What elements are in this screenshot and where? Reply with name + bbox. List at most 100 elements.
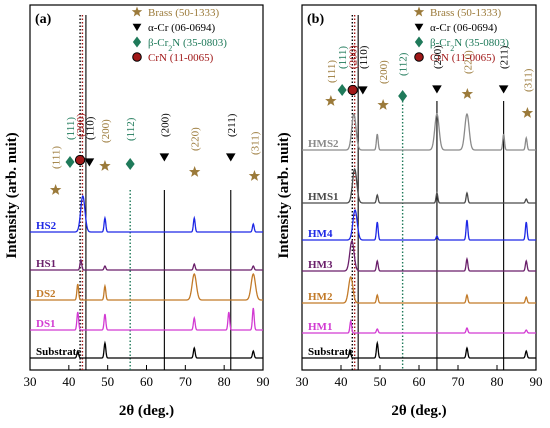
x-tick-label: 50 [101,374,114,389]
peak-label: (111) [326,60,338,83]
series-line-substrate [302,340,536,359]
triangle-down-icon [159,153,170,162]
series-line-hm1 [302,318,536,334]
peak-label: (200) [348,45,360,69]
panel-label: (a) [35,12,52,27]
series-label-substrate: Substrate [36,346,81,358]
legend-label: CrN (11-0065) [430,52,496,64]
star-icon [325,95,337,106]
circle-icon [74,154,86,166]
x-tick-label: 40 [62,374,75,389]
x-tick-label: 50 [374,374,387,389]
x-axis-title: 2θ (deg.) [119,403,174,419]
series-label-hm3: HM3 [308,259,333,271]
x-tick-label: 30 [24,374,37,389]
series-line-hm3 [302,239,536,272]
peak-label: (112) [398,52,410,76]
peak-label: (110) [84,116,96,140]
peak-label: (200) [159,113,171,137]
triangle-down-icon [432,85,442,94]
legend-label: β-Cr2N (35-0803) [148,37,227,53]
legend-label: CrN (11-0065) [148,52,214,64]
triangle-down-icon [358,86,368,95]
peak-label: (110) [358,45,370,69]
star-icon [188,166,201,177]
panel-label: (b) [307,12,324,27]
legend-label: Brass (50-1333) [148,7,220,19]
peak-label: (311) [249,131,261,155]
legend-circle-icon [414,52,424,62]
series-label-hs2: HS2 [36,220,57,232]
legend-label: α-Cr (06-0694) [430,22,498,34]
circle-icon [347,84,358,96]
x-axis-title: 2θ (deg.) [391,403,446,419]
panel-b: SubstrateHM1HM2HM3HM4HMS1HMS2(111)(111)(… [276,4,543,419]
x-tick-label: 60 [140,374,153,389]
peak-label: (220) [462,50,474,74]
peak-label: (211) [499,45,511,69]
series-line-hms2 [302,112,536,151]
x-tick-label: 70 [179,374,192,389]
x-tick-label: 80 [491,374,504,389]
peak-label: (111) [51,146,63,169]
series-label-substrate: Substrate [308,346,353,358]
series-line-ds1 [30,307,263,331]
x-tick-label: 80 [218,374,231,389]
star-icon [99,160,111,171]
legend-label: β-Cr2N (35-0803) [430,37,509,53]
legend-triangle-down-icon [414,23,424,32]
peak-label: (311) [522,68,534,92]
star-icon [377,99,389,110]
diamond-icon [65,156,75,168]
x-tick-label: 40 [335,374,348,389]
triangle-down-icon [498,85,509,94]
x-tick-label: 70 [452,374,465,389]
star-icon [49,184,62,195]
legend: Brass (50-1333) α-Cr (06-0694) β-Cr2N (35-… [413,6,509,64]
series-label-hms2: HMS2 [308,138,339,150]
series-label-hm1: HM1 [308,321,332,333]
legend-star-icon [131,6,143,17]
diamond-icon [125,158,135,170]
series-label-ds1: DS1 [36,318,56,330]
series-label-hs1: HS1 [36,258,56,270]
x-tick-label: 60 [413,374,426,389]
legend-label: α-Cr (06-0694) [148,22,216,34]
peak-label: (111) [65,117,77,140]
series-label-hm2: HM2 [308,291,333,303]
diamond-icon [398,90,408,102]
legend-triangle-down-icon [132,23,142,32]
x-tick-label: 90 [257,374,270,389]
triangle-down-icon [84,158,95,167]
series-line-hm2 [302,276,536,304]
legend-label: Brass (50-1333) [430,7,502,19]
legend-star-icon [413,6,425,17]
legend-diamond-icon [414,36,424,48]
series-label-hm4: HM4 [308,228,333,240]
series-label-hms1: HMS1 [308,191,339,203]
x-tick-label: 90 [530,374,543,389]
legend-circle-icon [132,52,142,62]
star-icon [461,88,474,99]
star-icon [248,170,261,181]
series-label-ds2: DS2 [36,288,56,300]
peak-label: (200) [432,45,444,69]
y-axis-title: Intensity (arb. nuit) [4,132,20,258]
legend-diamond-icon [132,36,142,48]
peak-label: (200) [378,60,390,84]
series-line-hs1 [30,258,263,271]
series-line-hm4 [302,208,536,241]
series-line-hs2 [30,194,263,233]
y-axis-title: Intensity (arb. nuit) [276,132,292,258]
triangle-down-icon [225,153,236,162]
legend: Brass (50-1333) α-Cr (06-0694) β-Cr2N (35-… [131,6,227,64]
x-tick-label: 30 [296,374,309,389]
series-line-hms1 [302,167,536,204]
diamond-icon [337,84,347,96]
series-line-substrate [30,340,263,359]
peak-label: (200) [100,119,112,143]
peak-label: (220) [190,127,202,151]
peak-label: (111) [337,46,349,69]
star-icon [521,107,534,118]
